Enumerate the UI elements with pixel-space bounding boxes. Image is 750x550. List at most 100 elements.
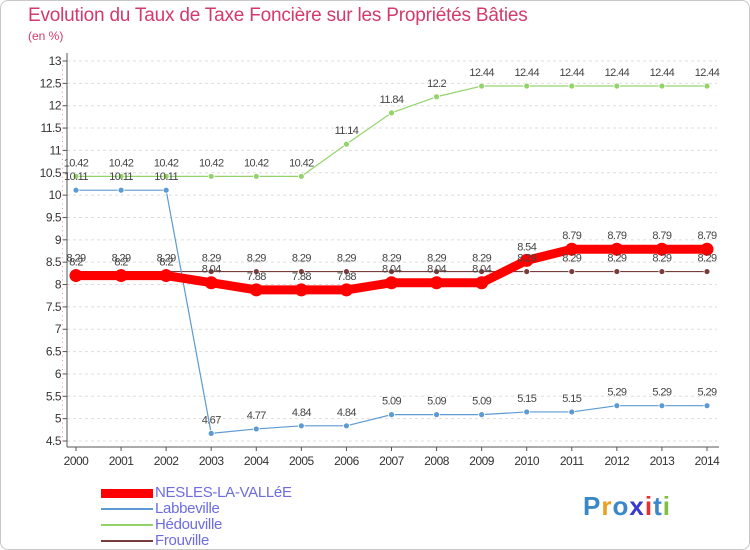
data-label: 5.15 xyxy=(562,393,581,405)
legend-item: NESLES-LA-VALLéE xyxy=(101,485,292,501)
data-point xyxy=(613,82,621,90)
x-tick-label: 2013 xyxy=(650,454,676,468)
data-label: 11.14 xyxy=(335,125,359,137)
data-label: 10.11 xyxy=(64,171,88,183)
data-label: 8.29 xyxy=(607,253,626,265)
x-tick-label: 2005 xyxy=(289,454,315,468)
data-label: 8.04 xyxy=(427,264,446,276)
data-point xyxy=(339,283,353,297)
data-label: 12.44 xyxy=(514,67,539,79)
chart-title: Evolution du Taux de Taxe Foncière sur l… xyxy=(28,5,528,26)
data-point xyxy=(703,82,711,90)
data-point xyxy=(297,268,305,275)
data-point xyxy=(388,411,395,419)
data-label: 8.29 xyxy=(472,253,491,265)
data-point xyxy=(207,429,215,437)
data-label: 8.79 xyxy=(607,230,626,242)
data-label: 8.04 xyxy=(202,264,221,276)
y-tick-label: 6 xyxy=(55,367,62,381)
data-label: 8.79 xyxy=(562,230,581,242)
data-point xyxy=(658,82,666,90)
x-tick-label: 2007 xyxy=(379,454,405,468)
logo-letter: i xyxy=(644,491,654,521)
data-label: 8.79 xyxy=(697,230,716,242)
legend-label: Labbeville xyxy=(155,500,220,517)
data-label: 5.29 xyxy=(607,387,626,399)
x-tick-label: 2014 xyxy=(695,454,721,468)
data-point xyxy=(159,269,173,283)
legend-item: Hédouville xyxy=(101,517,292,533)
data-point xyxy=(433,268,440,275)
data-label: 12.44 xyxy=(695,67,720,79)
data-point xyxy=(565,242,579,256)
data-label: 8.29 xyxy=(697,253,716,265)
data-label: 7.88 xyxy=(292,271,311,283)
y-tick-label: 6.5 xyxy=(46,345,62,359)
data-point xyxy=(297,422,305,430)
data-label: 8.04 xyxy=(382,264,401,276)
data-label: 5.09 xyxy=(427,396,446,408)
logo-letter: o xyxy=(612,491,630,521)
y-tick-label: 13 xyxy=(49,54,62,68)
data-point xyxy=(162,186,170,194)
data-label: 7.88 xyxy=(247,271,266,283)
data-label: 10.42 xyxy=(109,157,134,169)
legend-swatch xyxy=(101,508,153,510)
data-point xyxy=(700,242,714,256)
data-point xyxy=(478,411,486,419)
x-tick-label: 2010 xyxy=(514,454,540,468)
logo-letter: i xyxy=(662,491,671,521)
data-point xyxy=(204,276,218,290)
data-label: 10.42 xyxy=(64,157,89,169)
data-label: 8.29 xyxy=(517,253,536,265)
data-label: 10.42 xyxy=(244,157,269,169)
data-point xyxy=(207,172,215,180)
data-point xyxy=(72,172,80,180)
legend-label: NESLES-LA-VALLéE xyxy=(155,484,292,501)
data-point xyxy=(207,268,215,275)
data-label: 4.77 xyxy=(247,410,266,422)
data-label: 8.29 xyxy=(66,253,85,265)
data-point xyxy=(297,172,305,180)
legend-swatch xyxy=(101,488,153,498)
data-label: 4.84 xyxy=(337,407,356,419)
chart-legend: NESLES-LA-VALLéE Labbeville Hédouville Frou… xyxy=(101,485,292,549)
data-point xyxy=(523,408,531,416)
data-point xyxy=(613,402,621,410)
data-label: 8.29 xyxy=(112,253,131,265)
data-label: 8.2 xyxy=(159,257,173,269)
y-tick-label: 9 xyxy=(55,233,62,247)
y-tick-label: 5 xyxy=(55,412,62,426)
data-point xyxy=(568,82,576,90)
data-label: 8.29 xyxy=(427,253,446,265)
data-point xyxy=(294,283,308,297)
x-tick-label: 2000 xyxy=(64,454,90,468)
data-label: 8.29 xyxy=(337,253,356,265)
data-label: 10.42 xyxy=(289,157,314,169)
data-point xyxy=(249,283,263,297)
legend-label: Frouville xyxy=(155,532,209,549)
legend-item: Labbeville xyxy=(101,501,292,517)
data-point xyxy=(478,268,486,275)
data-label: 12.44 xyxy=(605,67,630,79)
data-label: 5.29 xyxy=(652,387,671,399)
y-tick-label: 10.5 xyxy=(40,166,62,180)
y-tick-label: 4.5 xyxy=(46,434,62,448)
x-tick-label: 2003 xyxy=(199,454,225,468)
x-tick-label: 2011 xyxy=(560,454,585,468)
data-label: 8.04 xyxy=(472,264,491,276)
logo-letter: r xyxy=(601,491,613,521)
data-point xyxy=(520,253,534,267)
data-point xyxy=(655,242,669,256)
data-point xyxy=(613,268,621,275)
data-label: 12.44 xyxy=(560,67,585,79)
data-point xyxy=(475,276,489,290)
data-label: 10.11 xyxy=(154,171,178,183)
data-point xyxy=(385,276,398,290)
data-point xyxy=(117,186,125,194)
data-label: 8.2 xyxy=(69,257,83,269)
legend-swatch xyxy=(101,524,153,526)
y-tick-label: 10 xyxy=(49,188,62,202)
legend-item: Frouville xyxy=(101,533,292,549)
data-point xyxy=(343,140,350,148)
